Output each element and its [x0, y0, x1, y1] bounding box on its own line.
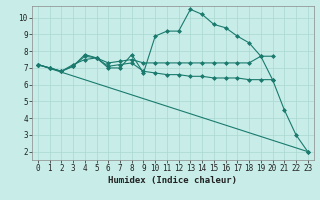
X-axis label: Humidex (Indice chaleur): Humidex (Indice chaleur) — [108, 176, 237, 185]
